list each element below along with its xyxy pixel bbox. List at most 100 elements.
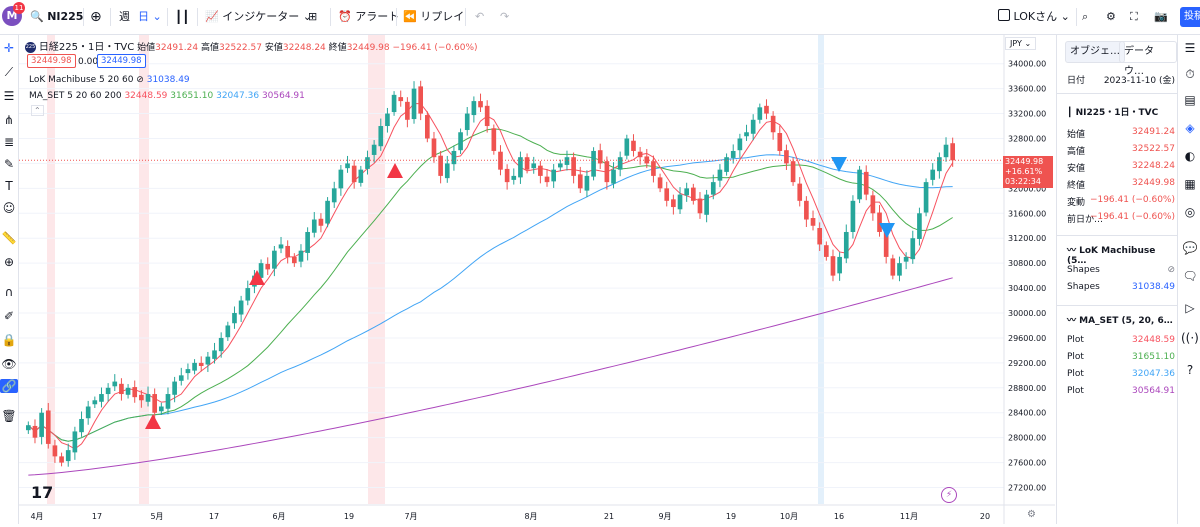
y-tick-label: 30400.00: [1008, 284, 1046, 293]
horizontal-lines-icon[interactable]: ☰: [3, 89, 15, 103]
legend-indicator-maset[interactable]: MA_SET 5 20 60 200 32448.59 31651.10 320…: [29, 91, 305, 101]
link-icon[interactable]: 🔗: [0, 379, 18, 393]
candle-body: [850, 200, 856, 232]
brush-icon[interactable]: ✎: [3, 157, 15, 171]
target-icon[interactable]: ◎: [1184, 205, 1196, 219]
clock-icon[interactable]: ⏱: [1185, 67, 1195, 81]
eye-icon[interactable]: 👁: [1, 357, 17, 371]
tab-data-window[interactable]: データウ…: [1119, 41, 1177, 77]
candle-body: [923, 182, 929, 213]
settings-gear-icon[interactable]: ⚙: [1106, 10, 1116, 23]
candle-body: [451, 150, 457, 165]
x-tick-label: 11月: [900, 512, 918, 521]
indicators-button[interactable]: 📈 インジケーター ⌄: [205, 10, 312, 23]
legend-indicator-machibuse[interactable]: LoK Machibuse 5 20 60 ⊘ 31038.49: [29, 75, 190, 85]
interval-week[interactable]: 週: [119, 10, 130, 23]
candle-body: [258, 263, 264, 278]
camera-snapshot-icon[interactable]: 📷: [1154, 10, 1168, 23]
candle-body: [471, 101, 477, 116]
ma5-line: [27, 103, 954, 450]
layers-icon[interactable]: ◈: [1185, 121, 1195, 135]
help-icon[interactable]: ?: [1186, 363, 1194, 377]
candle-body: [943, 144, 949, 158]
price-chart[interactable]: 27200.00 27600.00 28000.00 28400.00 28800.00…: [19, 35, 1055, 524]
play-icon[interactable]: ▷: [1185, 301, 1195, 315]
layout-name-button[interactable]: LOKさん ⌄: [998, 7, 1070, 27]
y-tick-label: 28400.00: [1008, 409, 1046, 418]
magnet-icon[interactable]: ∩: [4, 285, 14, 299]
candle-body: [557, 163, 563, 168]
lock-icon[interactable]: 🔒: [1, 333, 17, 347]
ma60-line: [27, 154, 953, 442]
candle-body: [325, 200, 330, 224]
quick-search-icon[interactable]: ⌕: [1082, 10, 1089, 23]
candle-body: [398, 97, 404, 102]
compare-add-icon[interactable]: ⊕: [90, 9, 102, 25]
chart-type-candle-icon[interactable]: ┃┃: [175, 10, 190, 24]
candle-body: [378, 126, 384, 147]
candle-body: [511, 175, 517, 180]
x-tick-label: 8月: [524, 512, 537, 521]
candle-body: [285, 245, 291, 257]
candle-body: [551, 169, 557, 182]
candle-body: [225, 325, 231, 338]
undo-icon[interactable]: ↶: [475, 10, 485, 23]
emoji-icon[interactable]: ☺: [2, 201, 16, 215]
zoom-in-icon[interactable]: ⊕: [3, 255, 15, 269]
publish-button[interactable]: 投稿: [1180, 7, 1200, 27]
ruler-icon[interactable]: 📏: [1, 231, 17, 245]
alert-button[interactable]: ⏰ アラート: [338, 10, 400, 23]
candle-body: [371, 144, 377, 155]
symbol-search[interactable]: 🔍 NI225: [30, 10, 84, 23]
candle-body: [790, 161, 796, 183]
candle-body: [624, 138, 630, 156]
broadcast-icon[interactable]: ((·)): [1181, 331, 1200, 345]
crosshair-icon[interactable]: ✛: [3, 41, 15, 55]
y-tick-label: 32800.00: [1008, 134, 1046, 143]
candle-body: [25, 425, 31, 431]
replay-button[interactable]: ⏪ リプレイ: [403, 10, 465, 23]
lightning-icon[interactable]: ⚡: [941, 487, 957, 503]
spread-value: 0.00: [78, 57, 99, 67]
settings-gear-icon[interactable]: ⚙: [1027, 509, 1036, 520]
fib-icon[interactable]: ≣: [3, 135, 15, 149]
pitchfork-icon[interactable]: ⋔: [3, 113, 15, 127]
chart-area[interactable]: 27200.00 27600.00 28000.00 28400.00 28800.00…: [19, 35, 1055, 524]
redo-icon[interactable]: ↷: [500, 10, 510, 23]
data-window-panel: オブジェ… データウ… 日付 2023-11-10 (金) ┃ NI225・1日・…: [1056, 35, 1177, 524]
sell-price-box[interactable]: 32449.98: [27, 54, 76, 68]
candle-body: [930, 169, 936, 180]
news-icon[interactable]: ▤: [1184, 93, 1196, 107]
chat-icon[interactable]: 💬: [1182, 241, 1198, 255]
candle-body: [458, 132, 463, 151]
text-tool-icon[interactable]: T: [5, 179, 13, 193]
candle-icon: ┃: [1067, 108, 1073, 118]
collapse-legend-icon[interactable]: ⌃: [31, 105, 44, 116]
tab-objects[interactable]: オブジェ…: [1065, 41, 1125, 63]
x-tick-label: 20: [980, 512, 990, 521]
candle-body: [125, 387, 131, 395]
buy-price-box[interactable]: 32449.98: [97, 54, 146, 68]
candle-body: [32, 425, 38, 438]
candle-body: [139, 394, 144, 401]
x-tick-label: 9月: [658, 512, 671, 521]
trend-line-icon[interactable]: ⟋: [4, 65, 14, 79]
chat-bubbles-icon[interactable]: 🗨: [1182, 269, 1198, 283]
interval-day[interactable]: 日 ⌄: [138, 10, 162, 23]
hidden-eye-icon: ⊘: [136, 75, 144, 85]
watchlist-icon[interactable]: ☰: [1184, 41, 1196, 55]
candle-body: [424, 115, 430, 139]
currency-label[interactable]: JPY ⌄: [1005, 37, 1037, 50]
candle-body: [491, 128, 497, 151]
y-tick-label: 31200.00: [1008, 234, 1046, 243]
candle-body: [750, 119, 756, 134]
fullscreen-icon[interactable]: ⛶: [1130, 10, 1138, 23]
bulb-icon[interactable]: ◐: [1184, 149, 1196, 163]
candle-body: [444, 163, 450, 179]
candle-body: [870, 195, 876, 214]
layout-grid-icon[interactable]: ⊞: [308, 10, 318, 23]
calendar-icon[interactable]: ▦: [1184, 177, 1196, 191]
lock-drawings-pencil-icon[interactable]: ✐: [3, 309, 15, 323]
candle-body: [265, 263, 271, 270]
trash-icon[interactable]: 🗑: [1, 409, 17, 423]
